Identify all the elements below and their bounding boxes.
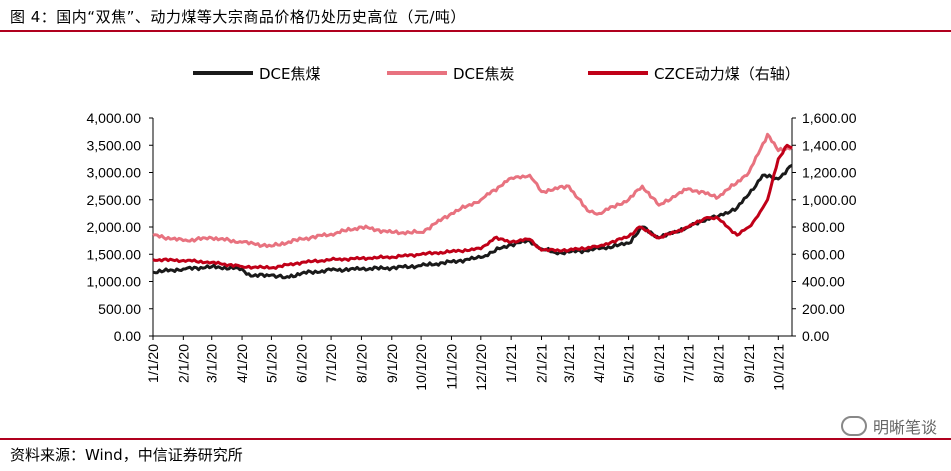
- x-tick-label: 10/1/20: [413, 344, 429, 391]
- y-right-tick-label: 1,600.00: [802, 110, 857, 126]
- series-lines: [152, 132, 794, 280]
- legend: DCE焦煤 DCE焦炭 CZCE动力煤（右轴）: [193, 65, 800, 83]
- x-tick-label: 6/1/20: [294, 344, 310, 383]
- bottom-rule: [0, 438, 951, 440]
- x-tick-label: 7/1/20: [323, 344, 339, 383]
- x-tick-label: 3/1/21: [561, 344, 577, 383]
- top-rule: [0, 30, 951, 32]
- x-tick-label: 2/1/20: [175, 344, 191, 383]
- x-tick-label: 5/1/20: [263, 344, 279, 383]
- y-left-tick-label: 3,500.00: [87, 137, 142, 153]
- source-note: 资料来源：Wind，中信证券研究所: [10, 446, 243, 464]
- x-tick-label: 12/1/20: [473, 344, 489, 391]
- y-right-tick-label: 200.00: [802, 301, 845, 317]
- legend-label-1: DCE焦炭: [453, 65, 515, 83]
- y-right-tick-label: 600.00: [802, 246, 845, 262]
- legend-label-0: DCE焦煤: [259, 65, 321, 83]
- y-right-tick-label: 1,000.00: [802, 192, 857, 208]
- x-tick-label: 3/1/20: [204, 344, 220, 383]
- x-tick-label: 7/1/21: [680, 344, 696, 383]
- y-right-tick-label: 400.00: [802, 274, 845, 290]
- x-tick-label: 5/1/21: [621, 344, 637, 383]
- wechat-icon: [840, 416, 867, 436]
- y-right-tick-label: 1,400.00: [802, 137, 857, 153]
- x-tick-label: 2/1/21: [533, 344, 549, 383]
- watermark: 明晰笔谈: [840, 414, 937, 438]
- series-line-2: [152, 143, 793, 270]
- y-left-tick-label: 1,000.00: [87, 274, 142, 290]
- watermark-text: 明晰笔谈: [872, 418, 937, 437]
- y-left-tick-label: 0.00: [114, 328, 141, 344]
- legend-label-2: CZCE动力煤（右轴）: [654, 65, 800, 83]
- x-tick-label: 4/1/20: [234, 344, 250, 383]
- x-tick-label: 6/1/21: [651, 344, 667, 383]
- x-tick-label: 9/1/21: [741, 344, 757, 383]
- y-left-tick-label: 3,000.00: [87, 165, 142, 181]
- x-tick-label: 4/1/21: [591, 344, 607, 383]
- y-right-tick-label: 0.00: [802, 328, 829, 344]
- x-tick-label: 8/1/21: [711, 344, 727, 383]
- y-left-tick-label: 2,500.00: [87, 192, 142, 208]
- x-tick-label: 8/1/20: [353, 344, 369, 383]
- x-tick-label: 1/1/20: [145, 344, 161, 383]
- axes: 0.00 500.00 1,000.00 1,500.00 2,000.00 2,500.…: [87, 110, 857, 391]
- y-left-tick-label: 500.00: [98, 301, 141, 317]
- y-left-tick-label: 2,000.00: [87, 219, 142, 235]
- y-left-tick-label: 4,000.00: [87, 110, 142, 126]
- figure-title: 图 4：国内“双焦”、动力煤等大宗商品价格仍处历史高位（元/吨）: [10, 8, 466, 26]
- y-left-tick-label: 1,500.00: [87, 246, 142, 262]
- y-right-tick-label: 1,200.00: [802, 165, 857, 181]
- x-tick-label: 9/1/20: [384, 344, 400, 383]
- series-line-1: [152, 132, 794, 249]
- y-right-tick-label: 800.00: [802, 219, 845, 235]
- x-tick-label: 11/1/20: [443, 344, 459, 390]
- x-tick-label: 1/1/21: [503, 344, 519, 383]
- chart: DCE焦煤 DCE焦炭 CZCE动力煤（右轴） 0.00 500.00 1,000.00…: [87, 65, 857, 391]
- x-tick-label: 10/1/21: [770, 344, 786, 391]
